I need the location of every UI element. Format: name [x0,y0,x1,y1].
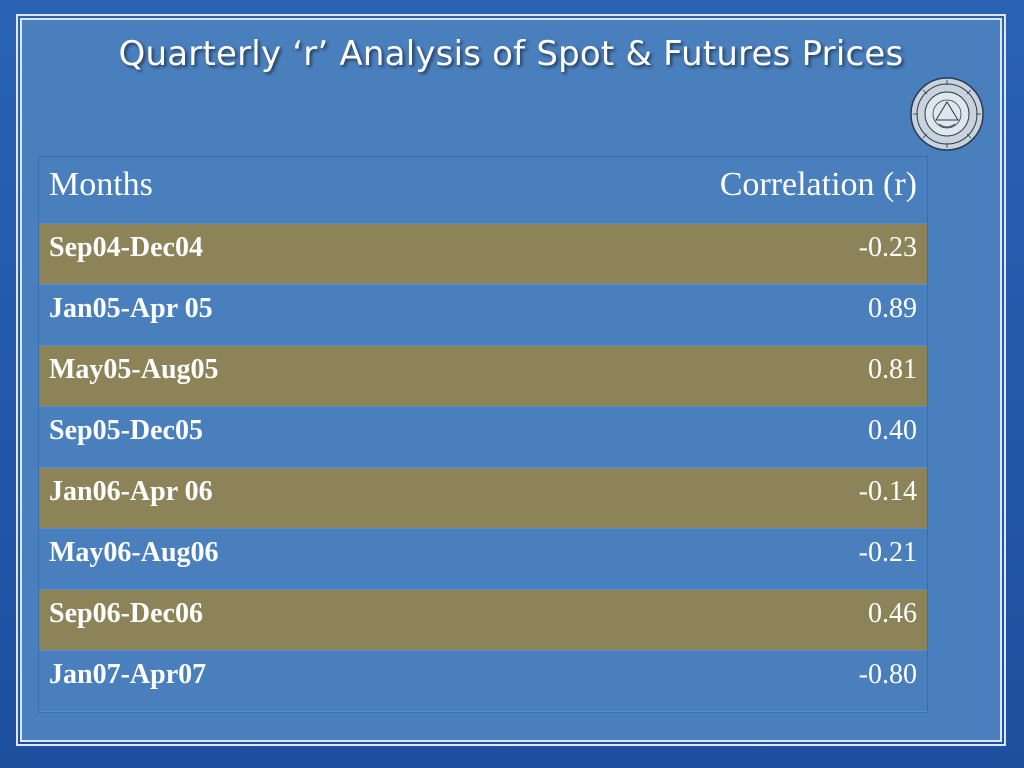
table-row: Sep05-Dec05 0.40 [39,406,927,468]
table-row: Jan05-Apr 05 0.89 [39,284,927,346]
month-cell: Jan06-Apr 06 [39,467,453,529]
month-cell: Sep06-Dec06 [39,589,453,651]
table-row: Jan07-Apr07 -0.80 [39,650,927,712]
correlation-cell: 0.40 [452,406,927,468]
correlation-cell: 0.46 [452,589,927,651]
month-cell: Sep05-Dec05 [39,406,453,468]
correlation-cell: 0.81 [452,345,927,407]
table-row: Sep06-Dec06 0.46 [39,589,927,651]
table-row: May05-Aug05 0.81 [39,345,927,407]
month-cell: May06-Aug06 [39,528,453,590]
month-cell: Jan05-Apr 05 [39,284,453,346]
table-header-row: Months Correlation (r) [39,157,927,224]
correlation-cell: -0.23 [452,223,927,285]
month-cell: May05-Aug05 [39,345,453,407]
column-header-months: Months [39,157,453,224]
correlation-cell: -0.21 [452,528,927,590]
table-row: Jan06-Apr 06 -0.14 [39,467,927,529]
correlation-cell: 0.89 [452,284,927,346]
correlation-cell: -0.14 [452,467,927,529]
month-cell: Sep04-Dec04 [39,223,453,285]
page-title: Quarterly ‘r’ Analysis of Spot & Futures… [118,34,904,74]
table-row: May06-Aug06 -0.21 [39,528,927,590]
table-row: Sep04-Dec04 -0.23 [39,223,927,285]
university-seal-icon [910,77,984,151]
outer-frame [16,14,1006,746]
correlation-cell: -0.80 [452,650,927,712]
column-header-correlation: Correlation (r) [452,157,927,224]
correlation-table: Months Correlation (r) Sep04-Dec04 -0.23… [38,156,928,713]
month-cell: Jan07-Apr07 [39,650,453,712]
